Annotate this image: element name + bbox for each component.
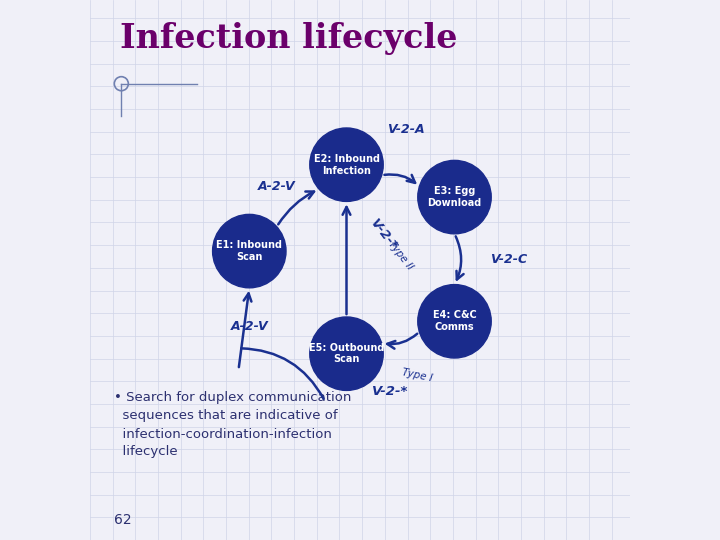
Circle shape bbox=[418, 285, 491, 358]
Text: E5: Outbound
Scan: E5: Outbound Scan bbox=[309, 343, 384, 364]
Text: Type II: Type II bbox=[386, 239, 415, 271]
Text: Infection lifecycle: Infection lifecycle bbox=[120, 22, 457, 55]
Text: A-2-V: A-2-V bbox=[230, 320, 268, 333]
Text: • Search for duplex communication
  sequences that are indicative of
  infection: • Search for duplex communication sequen… bbox=[114, 392, 351, 458]
Text: E1: Inbound
Scan: E1: Inbound Scan bbox=[216, 240, 282, 262]
Text: E3: Egg
Download: E3: Egg Download bbox=[428, 186, 482, 208]
Text: E2: Inbound
Infection: E2: Inbound Infection bbox=[313, 154, 379, 176]
Text: V-2-A: V-2-A bbox=[387, 123, 425, 136]
Circle shape bbox=[310, 128, 383, 201]
Text: 62: 62 bbox=[114, 512, 132, 526]
Text: A-2-V: A-2-V bbox=[258, 180, 295, 193]
Circle shape bbox=[310, 317, 383, 390]
Text: V-2-C: V-2-C bbox=[490, 253, 527, 266]
Text: Type I: Type I bbox=[400, 367, 433, 383]
Text: V-2-*: V-2-* bbox=[372, 385, 408, 398]
Circle shape bbox=[418, 160, 491, 234]
Text: E4: C&C
Comms: E4: C&C Comms bbox=[433, 310, 477, 332]
Circle shape bbox=[212, 214, 286, 288]
Text: V-2-*: V-2-* bbox=[368, 217, 400, 253]
